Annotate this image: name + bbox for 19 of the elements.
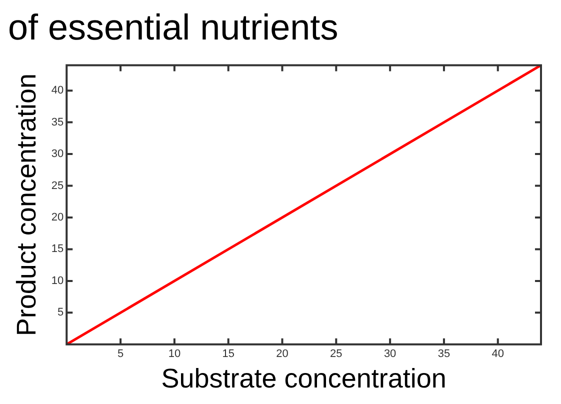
x-tick-label: 20 [276,348,288,360]
y-tick-label: 25 [51,180,64,192]
y-tick-label: 35 [51,116,64,128]
x-tick-label: 35 [438,348,450,360]
y-axis-title: Product concentration [12,73,42,336]
x-tick-label: 30 [384,348,396,360]
y-tick-label: 20 [51,212,64,224]
x-tick-label: 5 [117,348,124,360]
y-tick-label: 10 [51,274,64,287]
x-tick-label: 10 [168,348,181,360]
y-tick-label: 40 [51,84,64,97]
x-tick-label: 15 [222,348,234,360]
x-tick-label: 25 [330,348,342,360]
y-tick-label: 5 [58,306,64,319]
y-tick-label: 30 [51,148,64,160]
x-tick-label: 40 [492,348,504,360]
chart-title: of essential nutrients [8,6,338,48]
x-axis-title: Substrate concentration [161,363,446,394]
y-tick-label: 15 [51,243,64,256]
